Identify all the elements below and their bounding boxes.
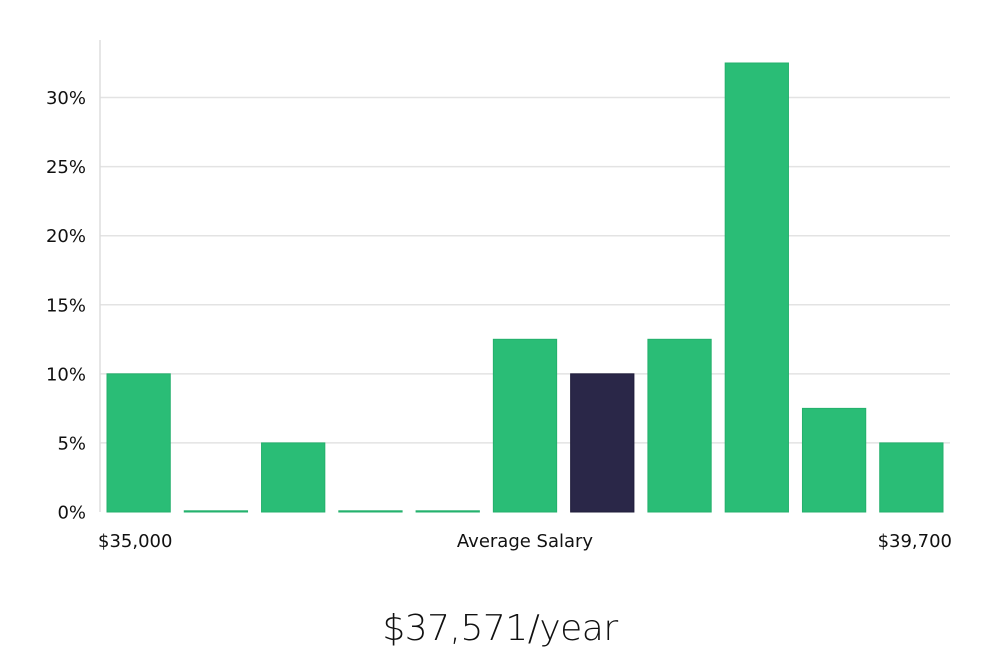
average-salary-value: $37,571/year: [382, 608, 618, 649]
bar: [879, 442, 944, 513]
x-label-center: Average Salary: [457, 531, 594, 552]
bar: [183, 510, 249, 513]
bar: [724, 62, 789, 513]
x-label-right: $39,700: [878, 531, 952, 552]
tick-layer: 0% 5% 10% 15% 20% 25% 30%: [46, 88, 86, 523]
bar: [647, 338, 712, 513]
bar: [492, 338, 558, 513]
chart-canvas: 0% 5% 10% 15% 20% 25% 30% $35,000 Average Sala…: [46, 40, 952, 552]
y-tick-label: 5%: [57, 433, 86, 454]
salary-histogram-chart: 0% 5% 10% 15% 20% 25% 30% $35,000 Average Sala…: [46, 40, 952, 552]
y-tick-label: 25%: [46, 157, 86, 178]
bar-layer: [106, 62, 944, 513]
bar: [261, 442, 326, 513]
y-tick-label: 10%: [46, 364, 86, 385]
bar-average-salary: [570, 373, 635, 513]
y-tick-label: 20%: [46, 226, 86, 247]
y-tick-label: 0%: [57, 503, 86, 524]
bar: [415, 510, 480, 513]
x-label-left: $35,000: [98, 531, 172, 552]
bar: [338, 510, 403, 513]
y-tick-label: 15%: [46, 295, 86, 316]
y-tick-label: 30%: [46, 88, 86, 109]
bar: [106, 373, 171, 513]
bar: [801, 407, 867, 513]
